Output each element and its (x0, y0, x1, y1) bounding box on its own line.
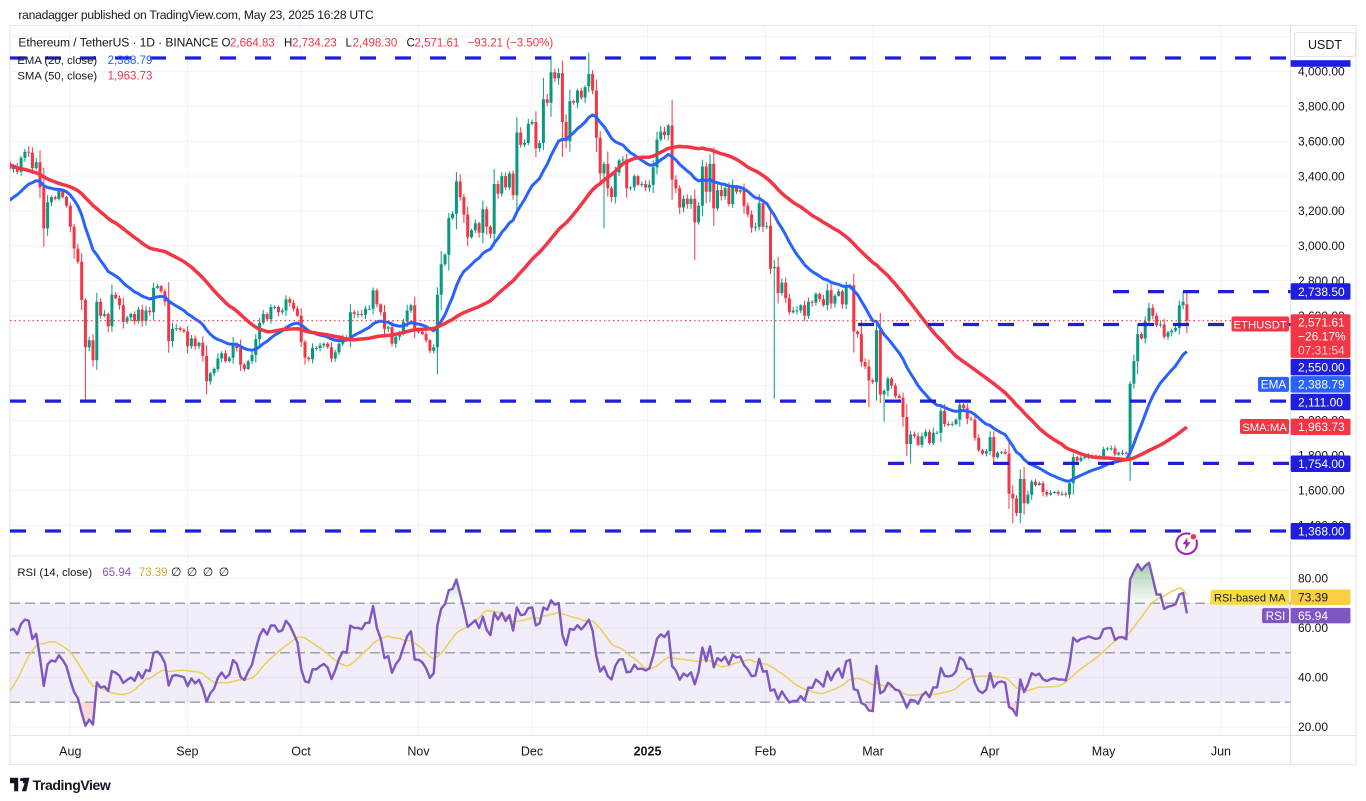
svg-text:2,738.50: 2,738.50 (1298, 285, 1345, 299)
svg-text:60.00: 60.00 (1298, 621, 1328, 635)
svg-text:−26.17%: −26.17% (1298, 330, 1346, 344)
svg-text:Sep: Sep (176, 744, 198, 758)
svg-text:4,000.00: 4,000.00 (1298, 65, 1345, 79)
svg-text:20.00: 20.00 (1298, 720, 1328, 734)
svg-text:Mar: Mar (862, 744, 884, 758)
svg-text:RSI: RSI (1266, 609, 1286, 623)
svg-text:ETHUSDT: ETHUSDT (1234, 319, 1287, 331)
svg-text:3,400.00: 3,400.00 (1298, 169, 1345, 183)
svg-text:3,800.00: 3,800.00 (1298, 100, 1345, 114)
svg-text:2,571.61: 2,571.61 (1298, 315, 1345, 329)
svg-text:Jun: Jun (1211, 744, 1231, 758)
svg-text:EMA (20, close)2,388.79: EMA (20, close) 2,388.79 (17, 55, 152, 67)
svg-text:2,388.79: 2,388.79 (1298, 378, 1345, 392)
svg-text:EMA: EMA (1261, 378, 1287, 392)
svg-text:2,111.00: 2,111.00 (1298, 395, 1343, 409)
svg-text:SMA (50, close)1,963.73: SMA (50, close) 1,963.73 (17, 70, 152, 82)
svg-text:2025: 2025 (634, 744, 662, 758)
svg-text:Feb: Feb (755, 744, 777, 758)
svg-text:Aug: Aug (59, 744, 81, 758)
svg-text:40.00: 40.00 (1298, 671, 1328, 685)
svg-text:USDT: USDT (1308, 38, 1342, 52)
svg-text:73.39: 73.39 (1298, 591, 1328, 605)
svg-text:1,963.73: 1,963.73 (1298, 420, 1345, 434)
svg-text:May: May (1092, 744, 1116, 758)
svg-text:3,600.00: 3,600.00 (1298, 134, 1345, 148)
svg-text:Ethereum / TetherUS · 1D · BIN: Ethereum / TetherUS · 1D · BINANCE (18, 36, 218, 50)
svg-text:TradingView: TradingView (33, 777, 111, 793)
svg-text:2,550.00: 2,550.00 (1298, 360, 1345, 374)
svg-text:07:31:54: 07:31:54 (1298, 344, 1345, 358)
svg-text:Nov: Nov (407, 744, 430, 758)
svg-text:ranadagger published on Tradin: ranadagger published on TradingView.com,… (18, 8, 374, 22)
svg-text:80.00: 80.00 (1298, 572, 1328, 586)
svg-text:SMA:MA: SMA:MA (1242, 422, 1287, 434)
svg-text:RSI-based MA: RSI-based MA (1214, 593, 1286, 605)
svg-text:3,000.00: 3,000.00 (1298, 239, 1345, 253)
svg-text:Apr: Apr (980, 744, 999, 758)
svg-text:1,600.00: 1,600.00 (1298, 484, 1345, 498)
svg-text:3,200.00: 3,200.00 (1298, 204, 1345, 218)
svg-text:Oct: Oct (291, 744, 311, 758)
svg-text:1,368.00: 1,368.00 (1298, 525, 1345, 539)
svg-text:1,754.00: 1,754.00 (1298, 457, 1345, 471)
svg-text:Dec: Dec (521, 744, 543, 758)
svg-text:65.94: 65.94 (1298, 609, 1328, 623)
